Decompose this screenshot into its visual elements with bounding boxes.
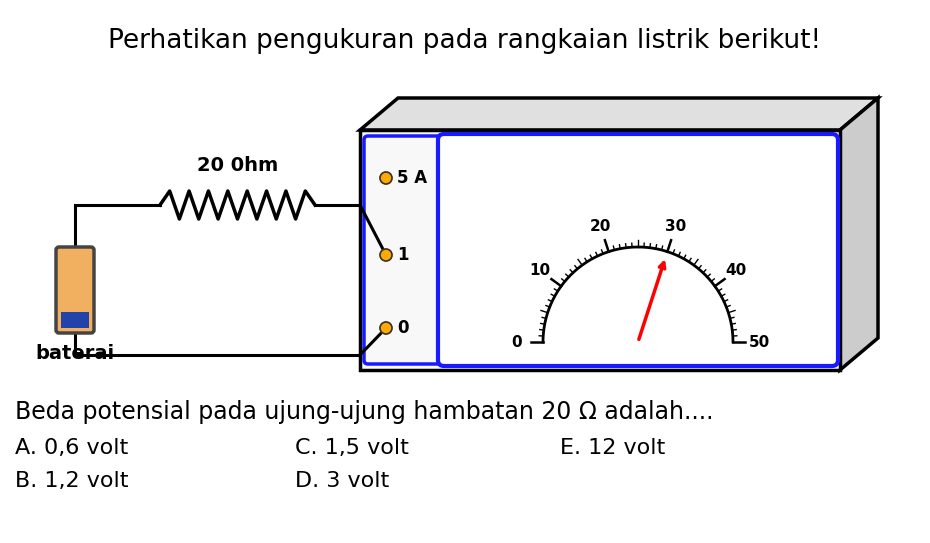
Text: A. 0,6 volt: A. 0,6 volt [15, 438, 128, 458]
Text: B. 1,2 volt: B. 1,2 volt [15, 471, 128, 491]
Text: 1: 1 [397, 246, 408, 264]
Text: 10: 10 [529, 263, 551, 279]
Text: E. 12 volt: E. 12 volt [560, 438, 665, 458]
Text: 50: 50 [749, 334, 770, 350]
FancyBboxPatch shape [364, 136, 444, 364]
Circle shape [380, 249, 392, 261]
Text: Perhatikan pengukuran pada rangkaian listrik berikut!: Perhatikan pengukuran pada rangkaian lis… [109, 28, 821, 54]
Text: Beda potensial pada ujung-ujung hambatan 20 Ω adalah....: Beda potensial pada ujung-ujung hambatan… [15, 400, 713, 424]
Text: 5 A: 5 A [397, 169, 427, 187]
Circle shape [380, 172, 392, 184]
FancyBboxPatch shape [438, 134, 838, 366]
Text: C. 1,5 volt: C. 1,5 volt [295, 438, 409, 458]
Text: 20: 20 [590, 219, 611, 235]
Circle shape [380, 322, 392, 334]
FancyBboxPatch shape [56, 247, 94, 333]
Bar [360, 130, 840, 370]
Text: 0: 0 [397, 319, 408, 337]
Text: 40: 40 [725, 263, 747, 279]
Bar [61, 312, 89, 328]
Polygon shape [360, 98, 878, 130]
Text: 20 0hm: 20 0hm [197, 156, 278, 175]
Text: baterai: baterai [35, 344, 114, 363]
Text: D. 3 volt: D. 3 volt [295, 471, 390, 491]
Polygon shape [840, 98, 878, 370]
Text: 30: 30 [665, 219, 686, 235]
Text: 0: 0 [512, 334, 523, 350]
